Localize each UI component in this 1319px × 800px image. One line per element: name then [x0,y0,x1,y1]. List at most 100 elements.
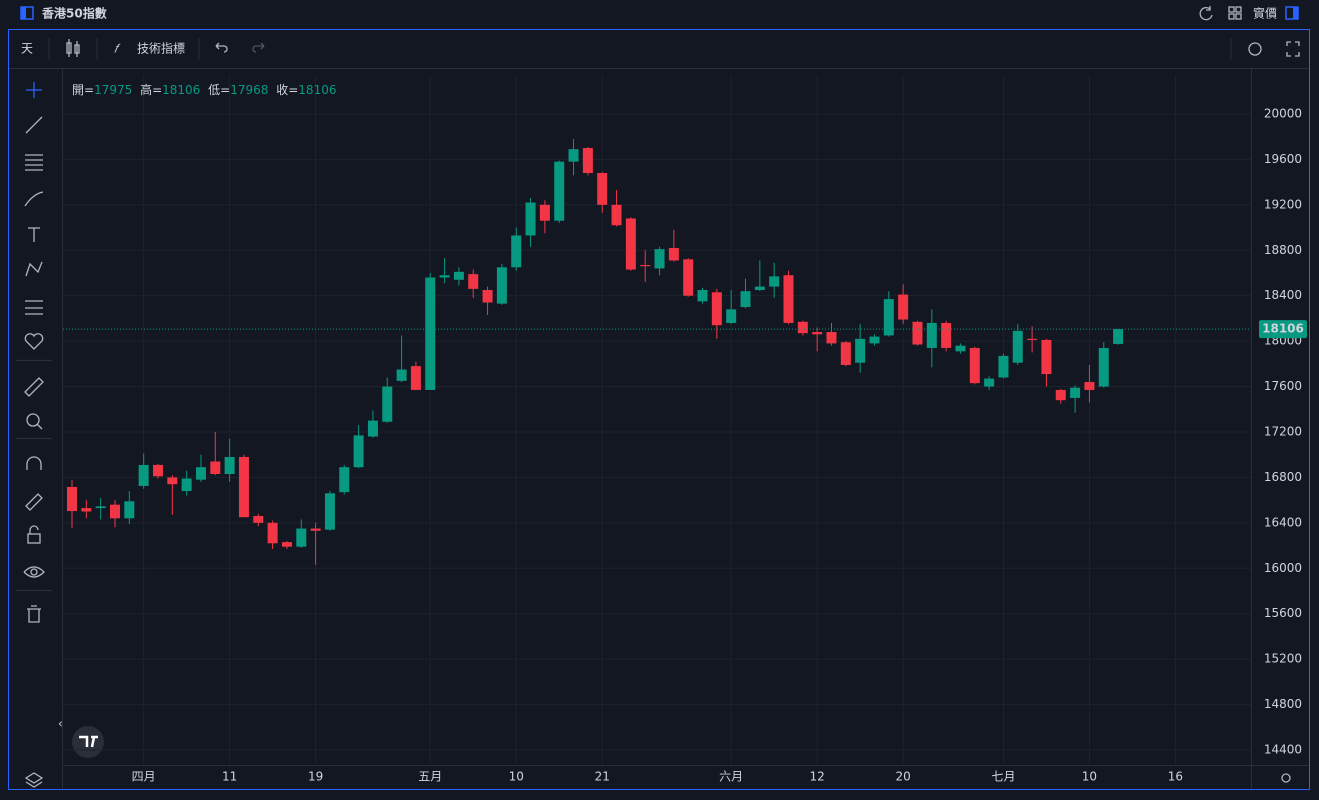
chart-type-icon[interactable] [66,39,80,57]
candle-body [195,467,206,480]
x-tick-label: 12 [810,770,825,784]
candle-body [511,235,522,268]
panel-icon-right-fill [1293,7,1298,19]
candle-body [568,149,579,162]
x-tick-label: 20 [895,770,910,784]
candle-body [754,286,765,291]
plot-area: 14400 14800 15200 15600 16000 16400 16800 17200… [63,75,1307,784]
ohlc-value: 17968 [230,83,268,97]
candle-body [1041,339,1052,375]
candle-body [1055,389,1066,401]
last-price-tag [1259,320,1307,339]
candle-body [67,486,77,512]
candle-body [783,275,794,323]
candle-body [654,249,665,269]
candle-body [453,271,464,280]
axis-settings-icon[interactable] [1281,773,1291,783]
candle-body [969,347,980,384]
y-tick-label: 16800 [1264,470,1302,484]
undo-icon[interactable] [215,42,228,53]
candle-body [582,148,593,174]
tv-logo-mark [79,735,98,748]
candle-body [797,321,808,334]
top-bar [0,0,1319,28]
candle-body [984,378,995,387]
candle-body [883,299,894,336]
y-tick-label: 17200 [1264,424,1302,438]
candle-body [124,501,135,519]
candle-body [912,321,923,345]
fx-icon[interactable]: 𝑓 [114,42,121,56]
ohlc-label: 開= [72,83,94,97]
ohlc-label: 高= [140,82,162,97]
x-tick-label: 21 [595,770,610,784]
y-tick-label: 18400 [1264,288,1302,302]
fullscreen-icon[interactable] [1286,41,1300,57]
y-tick-label: 17600 [1264,379,1302,393]
interval[interactable]: 天 [21,42,33,56]
x-tick-label: 16 [1168,770,1183,784]
candle-body [855,338,866,363]
candle-body [1070,387,1081,398]
y-tick-label: 14800 [1264,697,1302,711]
price-type[interactable]: 實價 [1253,6,1277,21]
y-tick-label: 19200 [1264,197,1302,211]
candle-body [926,322,937,348]
x-tick-label: 11 [222,770,237,784]
x-tick-label: 19 [308,770,323,784]
candle-body [697,290,708,302]
symbol-title: 香港50指數 [41,6,107,21]
y-tick-label: 18800 [1264,243,1302,257]
candle-body [668,247,679,261]
candle-body [711,292,722,326]
collapse-arrow[interactable]: ‹ [58,717,63,731]
x-tick-label: 六月 [719,770,743,784]
candle-body [640,265,651,267]
candle-body [611,204,622,226]
refresh-icon[interactable] [1199,6,1213,21]
y-tick-label: 20000 [1264,106,1302,120]
candle-body [238,456,249,518]
candle-body [955,345,966,352]
candle-body [339,467,350,493]
indicators[interactable]: 技術指標 [137,41,185,56]
candle-body [210,461,221,475]
candle-body [296,528,307,547]
x-tick-label: 10 [509,770,524,784]
candle-body [167,477,178,485]
y-tick-label: 19600 [1264,152,1302,166]
ohlc-value: 17975 [94,83,132,97]
candle-body [410,366,421,390]
x-tick-label: 五月 [418,770,442,784]
candle-body [941,322,952,348]
drawing-tools[interactable] [16,82,52,788]
candle-body [439,275,450,278]
candle-body [840,342,851,365]
candle-body [253,516,264,523]
settings-icon[interactable] [1248,42,1262,56]
candle-body [812,332,823,335]
x-tick-label: 四月 [132,770,156,784]
layout-icon[interactable] [1228,6,1242,20]
candle-body [353,435,364,468]
candle-body [625,218,636,270]
redo-icon [252,42,265,53]
candle-body [740,291,751,308]
candle-body [1012,330,1023,363]
candle-body [138,464,149,486]
y-tick-label: 15600 [1264,606,1302,620]
candle-body [1098,347,1109,387]
candle-body [998,355,1009,378]
ohlc-label: 低= [208,83,230,97]
last-price-label: 18106 [1262,322,1304,336]
candle-body [597,173,608,205]
candle-body [281,542,292,547]
candle-body [482,290,493,303]
candle-body [769,276,780,287]
candle-body [267,522,278,544]
y-tick-label: 14400 [1264,743,1302,757]
candle-body [425,277,436,390]
